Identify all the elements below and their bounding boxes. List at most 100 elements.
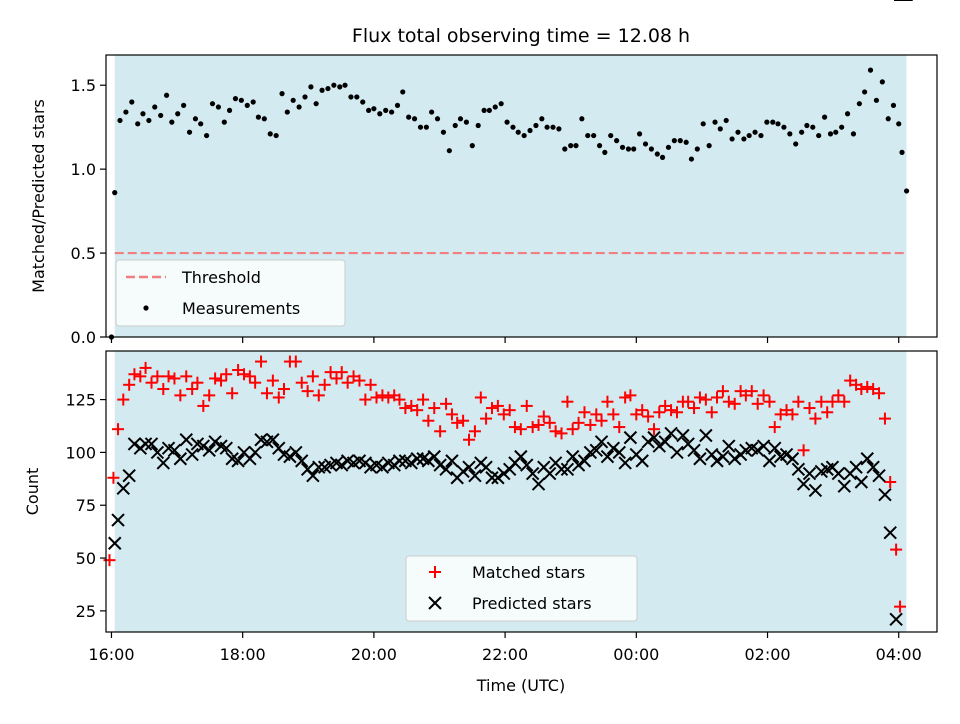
measurement-point — [152, 104, 158, 110]
measurement-point — [504, 119, 510, 125]
predicted-star-point — [283, 449, 297, 464]
measurement-point — [585, 132, 591, 139]
matched-star-point — [792, 395, 805, 408]
measurement-point — [255, 114, 262, 120]
matched-star-point — [670, 406, 683, 419]
measurement-point — [203, 132, 210, 139]
measurement-point — [302, 94, 308, 100]
predicted-star-point — [462, 460, 476, 474]
predicted-legend-swatch — [428, 596, 442, 610]
x-tick-label: 22:00 — [482, 645, 528, 664]
predicted-star-point — [439, 462, 453, 477]
predicted-star-point — [849, 460, 863, 474]
measurement-point — [296, 104, 302, 110]
matched-star-point — [107, 471, 120, 484]
measurement-point — [810, 124, 816, 130]
measurement-point — [527, 127, 533, 134]
measurement-point — [319, 87, 325, 93]
matched-star-point — [220, 368, 233, 381]
predicted-star-point — [635, 454, 649, 468]
measurement-point — [446, 148, 452, 154]
matched-star-point — [613, 421, 626, 434]
predicted-star-point — [202, 443, 216, 458]
matched-star-point — [555, 427, 568, 440]
matched-star-point — [112, 423, 125, 436]
measurement-point — [209, 101, 216, 107]
measurement-point — [267, 131, 273, 137]
measurement-point — [642, 141, 649, 147]
matched-star-point — [353, 374, 366, 387]
x-tick-label: 20:00 — [351, 645, 397, 664]
predicted-star-point — [837, 479, 851, 493]
measurement-point — [325, 85, 331, 92]
measurement-point — [411, 116, 418, 122]
measurement-point — [515, 129, 521, 135]
predicted-star-point — [335, 458, 349, 472]
predicted-star-point — [647, 430, 661, 445]
predicted-star-point — [693, 452, 707, 466]
x-tick-label: 04:00 — [876, 645, 922, 664]
matched-star-point — [382, 391, 395, 404]
matched-star-point — [751, 397, 764, 410]
predicted-star-point — [762, 454, 777, 468]
measurement-point — [677, 138, 683, 144]
measurement-point — [510, 124, 516, 130]
matched-star-point — [884, 475, 897, 488]
measurement-point — [434, 116, 441, 122]
predicted-star-point — [554, 462, 569, 477]
measurement-point — [631, 146, 637, 152]
matched-star-point — [705, 406, 718, 419]
measurement-point — [694, 146, 700, 152]
y-tick-label: 0.5 — [71, 244, 96, 263]
predicted-star-point — [306, 468, 320, 483]
matched-star-point — [203, 389, 216, 402]
measurement-point — [140, 111, 146, 117]
measurement-point — [856, 101, 862, 107]
measurement-point — [457, 116, 464, 122]
predicted-star-point — [600, 449, 615, 464]
measurement-point — [821, 114, 828, 120]
predicted-star-point — [768, 441, 782, 455]
measurement-point — [764, 119, 770, 125]
measurement-point — [400, 89, 406, 95]
predicted-star-point — [577, 454, 592, 468]
matched-star-point — [722, 395, 735, 408]
matched-star-point — [578, 406, 591, 419]
matched-star-point — [688, 402, 701, 415]
measurement-point — [619, 144, 626, 150]
matched-star-point — [335, 366, 348, 379]
matched-star-point — [209, 372, 222, 385]
predicted-star-point — [878, 487, 892, 502]
measurement-point — [700, 121, 706, 127]
predicted-star-point — [565, 449, 580, 464]
matched-star-point — [186, 383, 199, 396]
predicted-star-point — [410, 452, 424, 466]
measurement-point — [308, 84, 314, 90]
predicted-star-point — [116, 481, 130, 496]
predicted-star-point — [196, 439, 211, 453]
measurement-point — [273, 132, 279, 139]
matched-star-point — [595, 414, 608, 427]
predicted-star-point — [173, 452, 188, 466]
matched-star-point — [561, 395, 574, 408]
matched-star-point — [215, 374, 228, 387]
measurement-point — [885, 116, 891, 122]
matched-star-point — [359, 393, 372, 406]
matched-star-point — [821, 406, 834, 419]
measurement-point — [377, 111, 383, 117]
measurement-point — [521, 132, 527, 139]
predicted-star-point — [664, 426, 678, 441]
measurement-point — [804, 122, 810, 129]
matched-star-point — [266, 374, 279, 387]
measurement-point — [706, 143, 712, 149]
matched-star-point — [376, 389, 389, 402]
measurement-point — [186, 129, 193, 135]
matched-star-point — [370, 391, 383, 404]
measurement-point — [591, 132, 597, 139]
measurement-point — [337, 84, 343, 90]
matched-star-point — [295, 376, 308, 389]
predicted-star-point — [208, 435, 222, 449]
measurement-point — [735, 129, 741, 135]
chart-title: Flux total observing time = 12.08 h — [352, 25, 690, 47]
measurement-point — [844, 111, 851, 117]
